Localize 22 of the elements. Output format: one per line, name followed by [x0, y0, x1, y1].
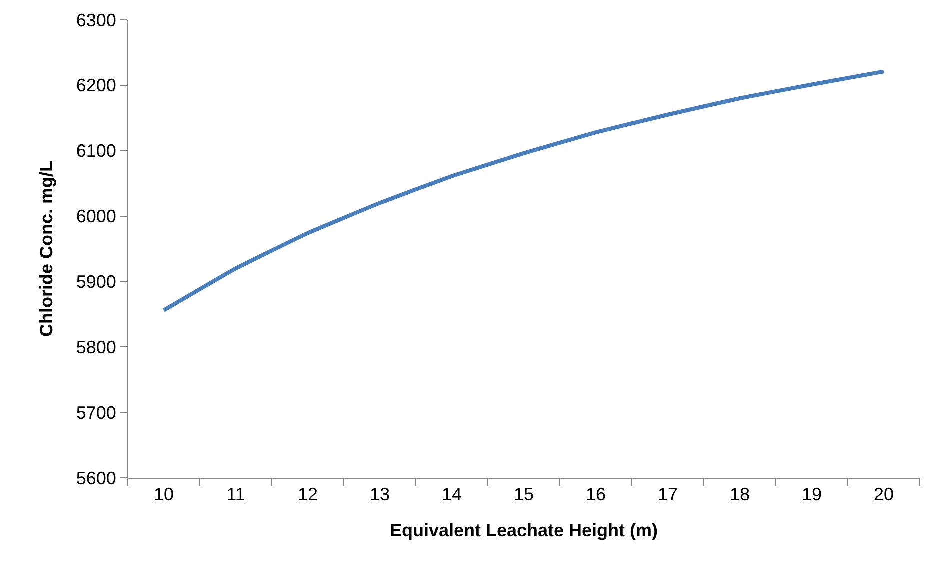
y-tick-label: 6200: [76, 76, 116, 96]
x-axis-title: Equivalent Leachate Height (m): [390, 520, 658, 541]
y-tick-label: 5900: [76, 272, 116, 292]
x-tick-label: 17: [658, 484, 678, 505]
x-tick-label: 18: [730, 484, 750, 505]
x-tick-label: 13: [370, 484, 390, 505]
y-tick-label: 5800: [76, 337, 116, 358]
y-tick-label: 6100: [76, 141, 116, 162]
y-tick-label: 6000: [76, 206, 116, 227]
x-tick-label: 10: [154, 484, 174, 505]
x-tick-label: 12: [298, 484, 318, 505]
y-axis-title: Chloride Conc. mg/L: [36, 160, 57, 338]
x-tick-label: 16: [586, 484, 606, 505]
y-tick-label: 5600: [76, 468, 116, 488]
x-tick-label: 20: [874, 484, 894, 505]
line-series: [162, 70, 886, 312]
y-tick-label: 6300: [76, 10, 116, 30]
x-tick-label: 19: [802, 484, 822, 505]
x-tick-label: 14: [442, 484, 462, 505]
x-tick-label: 15: [514, 484, 534, 505]
y-tick-label: 5700: [76, 402, 116, 423]
x-tick-label: 11: [226, 484, 246, 505]
